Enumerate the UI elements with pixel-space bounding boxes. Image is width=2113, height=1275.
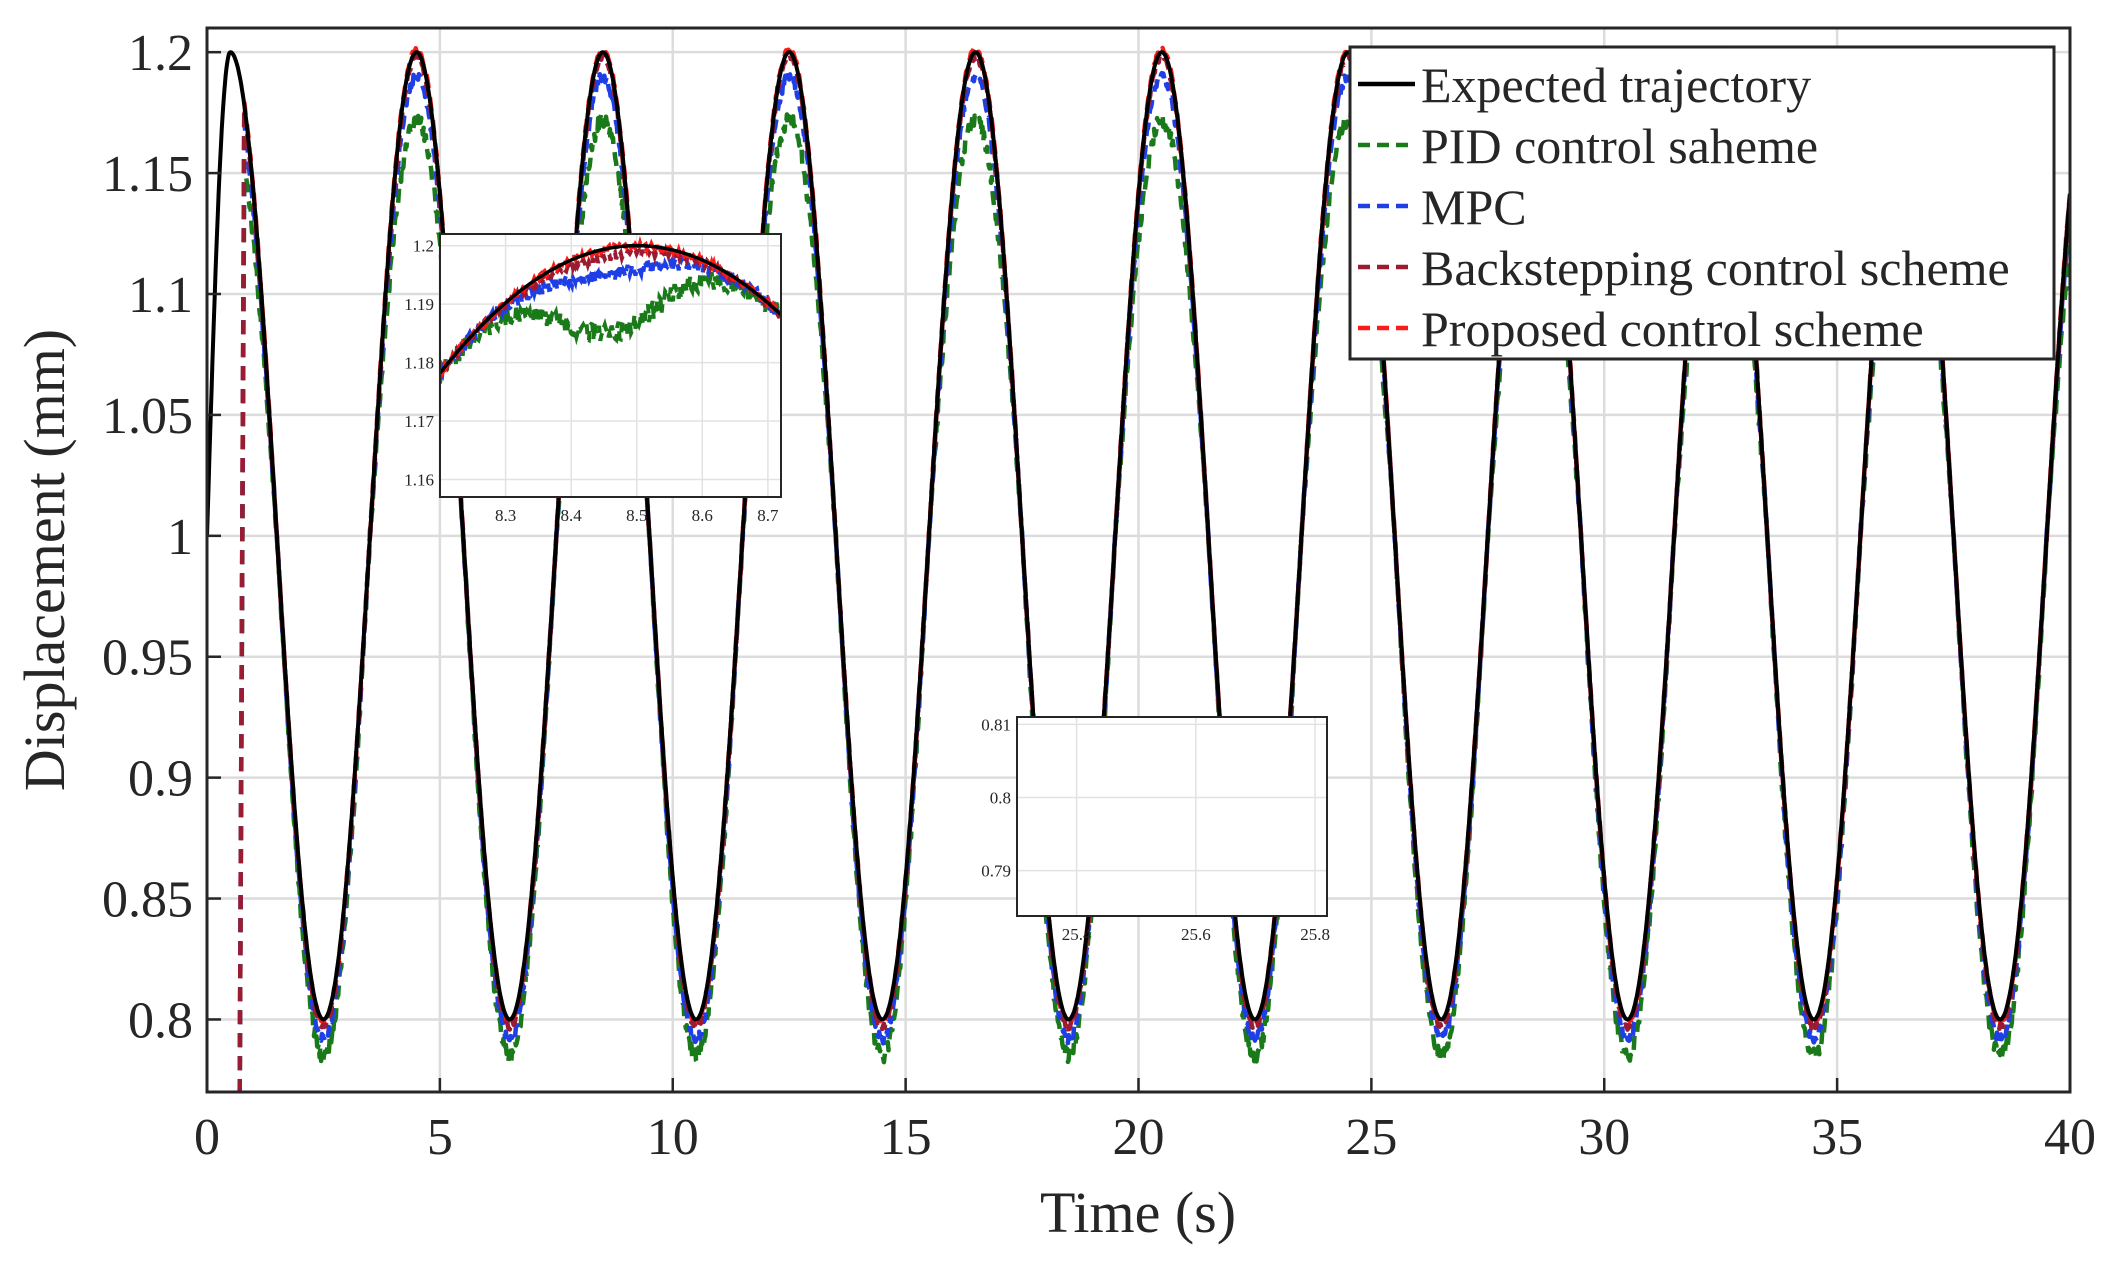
y-tick-label: 1	[167, 509, 193, 566]
x-tick-label: 30	[1578, 1109, 1630, 1166]
y-tick-label: 0.9	[128, 751, 193, 808]
x-tick-label: 35	[1811, 1109, 1863, 1166]
main-ticks: 0 5 10 15 20 25 30 35 40 0.8 0.85 0.9 0.95 1 1.05 1.1 1.…	[102, 25, 2096, 1166]
y-tick-label: 0.8	[128, 992, 193, 1049]
legend-label-backstepping: Backstepping control scheme	[1421, 240, 2010, 296]
y-tick-label: 0.95	[102, 630, 193, 687]
inset-x-tick-label: 8.4	[561, 506, 583, 525]
inset-x-tick-label: 8.3	[495, 506, 516, 525]
inset-y-tick-label: 1.16	[404, 470, 434, 489]
inset-x-tick-label: 25.4	[1062, 925, 1092, 944]
inset-y-tick-label: 1.2	[413, 237, 434, 256]
inset-frame	[1016, 716, 1328, 917]
x-tick-label: 5	[427, 1109, 453, 1166]
x-tick-label: 25	[1345, 1109, 1397, 1166]
legend-label-pid: PID control saheme	[1421, 118, 1818, 174]
y-axis-label: Displacement (mm)	[12, 329, 77, 791]
y-tick-label: 1.2	[128, 25, 193, 82]
inset-y-tick-label: 1.17	[404, 412, 434, 431]
inset-y-tick-label: 0.79	[981, 862, 1011, 881]
inset-y-tick-label: 1.19	[404, 295, 434, 314]
y-tick-label: 1.1	[128, 267, 193, 324]
inset-peak-zoom: 8.3 8.4 8.5 8.6 8.7 1.16 1.17 1.18 1.19 1.2	[404, 233, 782, 525]
x-tick-label: 10	[647, 1109, 699, 1166]
legend-label-mpc: MPC	[1421, 179, 1527, 235]
x-tick-label: 15	[880, 1109, 932, 1166]
series-line-expected	[207, 50, 2070, 1022]
inset-x-tick-label: 8.7	[757, 506, 779, 525]
y-tick-label: 1.15	[102, 146, 193, 203]
inset-x-tick-label: 25.6	[1181, 925, 1211, 944]
legend-label-proposed: Proposed control scheme	[1421, 301, 1924, 357]
inset-y-tick-label: 0.81	[981, 715, 1011, 734]
main-plot-area	[207, 45, 2070, 1092]
inset-series-pid	[440, 269, 781, 384]
legend-label-expected: Expected trajectory	[1421, 57, 1811, 113]
inset-frame	[439, 233, 782, 498]
inset-x-tick-label: 8.5	[626, 506, 647, 525]
inset-trough-zoom: 25.4 25.6 25.8 0.79 0.8 0.81	[981, 715, 1330, 944]
x-tick-label: 40	[2044, 1109, 2096, 1166]
y-tick-label: 1.05	[102, 388, 193, 445]
inset-series-expected	[440, 243, 781, 375]
inset-x-tick-label: 8.6	[692, 506, 713, 525]
inset-x-tick-label: 25.8	[1300, 925, 1330, 944]
inset-background	[1017, 717, 1327, 916]
x-axis-label: Time (s)	[1040, 1180, 1236, 1245]
y-tick-label: 0.85	[102, 872, 193, 929]
legend-box	[1348, 45, 2056, 361]
inset-y-tick-label: 1.18	[404, 354, 434, 373]
inset-series-proposed	[440, 235, 781, 379]
inset-y-tick-label: 0.8	[990, 788, 1011, 807]
x-tick-label: 0	[194, 1109, 220, 1166]
x-tick-label: 20	[1113, 1109, 1165, 1166]
inset-group: 8.3 8.4 8.5 8.6 8.71.161.171.181.191.225.4 25…	[404, 233, 1330, 944]
